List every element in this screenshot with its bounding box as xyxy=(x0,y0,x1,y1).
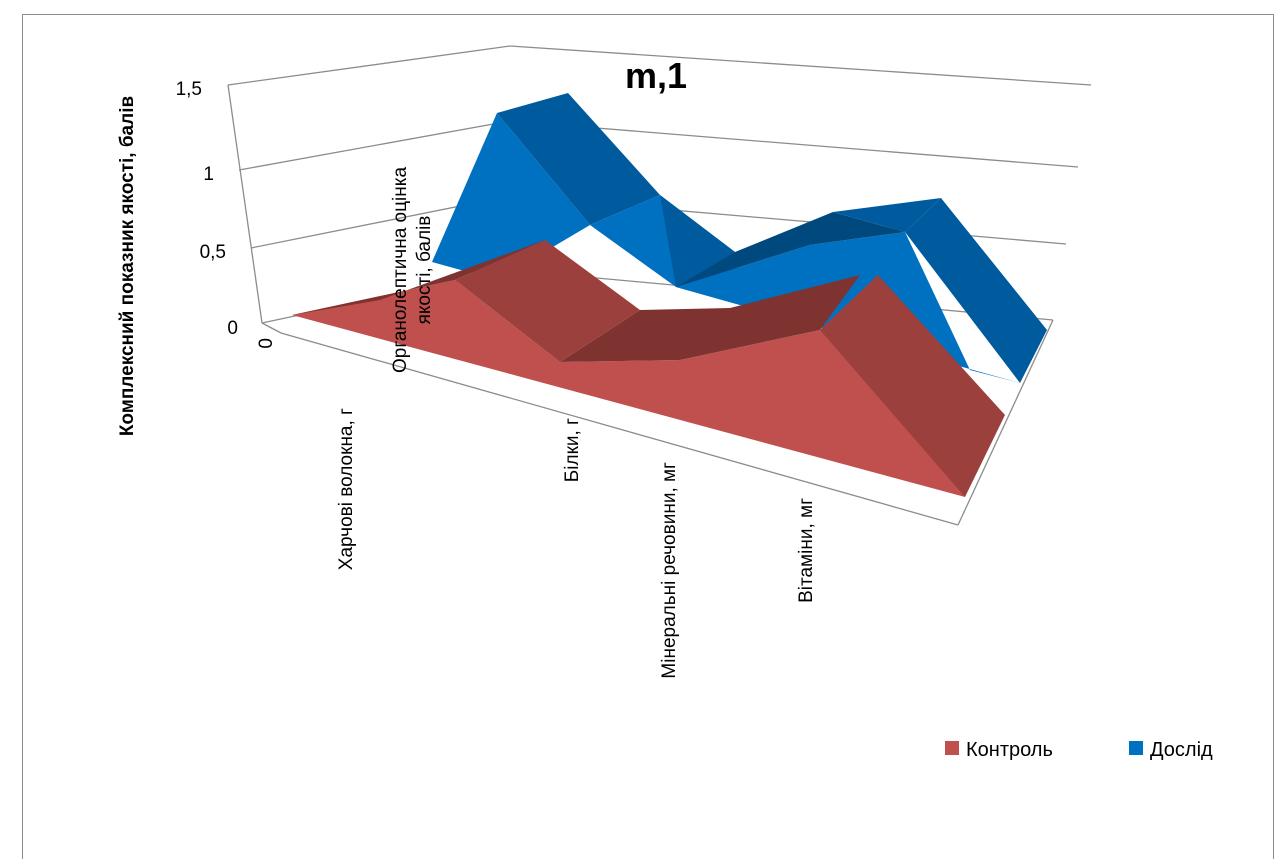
doslid-top-2 xyxy=(660,195,735,287)
x-tick-label-1: Харчові волокна, г xyxy=(336,408,357,570)
doslid-top-1 xyxy=(497,93,660,225)
y-axis: 0 0,5 1 1,5 xyxy=(176,79,238,339)
x-tick-label-4-line-0: Мінеральні речовини, мг xyxy=(659,462,680,679)
x-tick-label-0-line-0: 0 xyxy=(256,338,277,349)
doslid-front-1 xyxy=(432,113,590,280)
kontrol-top-2 xyxy=(560,275,860,362)
kontrol-side-2 xyxy=(820,275,1005,497)
legend-label-kontrol: Контроль xyxy=(966,739,1053,761)
back-wall-left-edge xyxy=(227,84,263,324)
gridline-1-5-right xyxy=(509,45,1092,86)
legend-label-doslid: Дослід xyxy=(1150,739,1213,761)
x-tick-label-5-line-0: Вітаміни, мг xyxy=(796,498,817,603)
x-tick-label-3-line-0: Білки, г xyxy=(562,418,583,482)
gridline-1-right xyxy=(509,120,1079,168)
y-tick-1: 1 xyxy=(203,164,214,185)
x-tick-label-3: Білки, г xyxy=(562,418,583,482)
x-tick-label-1-line-0: Харчові волокна, г xyxy=(336,408,357,570)
x-tick-label-2: Органолептична оцінка якості, балів xyxy=(390,167,435,373)
floor-left-edge xyxy=(261,322,282,334)
gridline-1-5 xyxy=(227,45,511,86)
series-kontrol xyxy=(292,240,1005,497)
x-tick-label-0: 0 xyxy=(256,338,277,349)
x-tick-label-4: Мінеральні речовини, мг xyxy=(659,462,680,679)
x-tick-label-2-line-1: якості, балів xyxy=(414,216,435,325)
floor-right-edge xyxy=(957,319,1054,526)
floor-front-edge xyxy=(280,332,959,526)
gridline-1 xyxy=(238,120,511,171)
chart-title: m,1 xyxy=(625,55,687,96)
kontrol-side-1 xyxy=(455,240,640,362)
y-tick-0: 0 xyxy=(227,318,238,339)
x-axis-labels: 0 Харчові волокна, г Органолептична оцінка… xyxy=(256,167,817,679)
legend-swatch-kontrol xyxy=(945,741,959,755)
doslid-side xyxy=(905,198,1047,383)
doslid-top-3 xyxy=(676,212,905,287)
y-tick-1-5: 1,5 xyxy=(176,79,202,100)
y-tick-0-5: 0,5 xyxy=(200,242,226,263)
kontrol-front xyxy=(292,275,965,497)
y-axis-label: Комплексний показник якості, балів xyxy=(117,96,138,436)
x-tick-label-2-line-0: Органолептична оцінка xyxy=(390,167,411,373)
legend-swatch-doslid xyxy=(1129,741,1143,755)
x-tick-label-5: Вітаміни, мг xyxy=(796,498,817,603)
legend: Контроль Дослід xyxy=(945,739,1213,761)
